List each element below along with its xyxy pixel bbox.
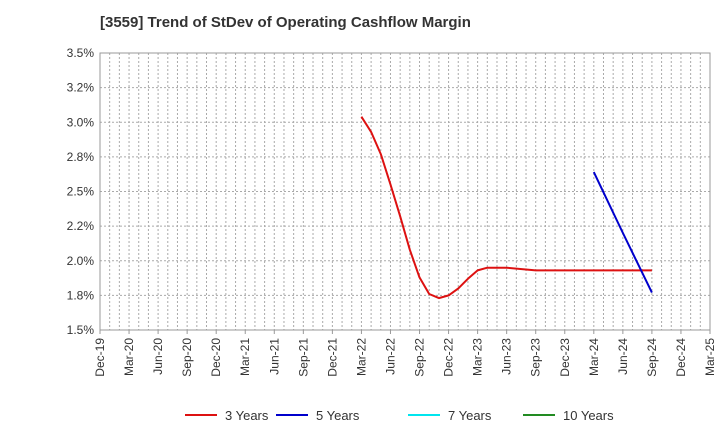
legend-10-years-label: 10 Years (563, 408, 614, 423)
x-tick-label: Dec-19 (93, 338, 107, 377)
x-tick-label: Sep-21 (296, 338, 310, 377)
x-tick-label: Sep-23 (529, 338, 543, 377)
y-tick-label: 3.0% (67, 115, 95, 129)
y-tick-label: 3.2% (67, 81, 95, 95)
x-tick-label: Sep-24 (645, 338, 659, 377)
chart-title: [3559] Trend of StDev of Operating Cashf… (100, 14, 471, 31)
legend-7-years-label: 7 Years (448, 408, 492, 423)
x-tick-label: Dec-24 (674, 338, 688, 377)
y-tick-label: 3.5% (67, 46, 95, 60)
x-tick-label: Mar-25 (703, 338, 717, 376)
y-axis: 1.5% 1.8% 2.0% 2.2% 2.5% 2.8% 3.0% 3.2% 3.5% (67, 46, 95, 337)
x-tick-label: Sep-22 (413, 338, 427, 377)
legend: 3 Years 5 Years 7 Years 10 Years (185, 408, 614, 423)
x-tick-label: Dec-22 (442, 338, 456, 377)
series-layer (360, 116, 653, 300)
x-tick-label: Dec-23 (558, 338, 572, 377)
y-tick-label: 2.2% (67, 219, 95, 233)
x-tick-label: Mar-23 (471, 338, 485, 376)
y-tick-label: 2.8% (67, 150, 95, 164)
legend-7-years: 7 Years (408, 408, 492, 423)
x-axis: Dec-19 Mar-20 Jun-20 Sep-20 Dec-20 Mar-21 Jun-… (93, 330, 717, 377)
x-tick-label: Mar-24 (587, 338, 601, 376)
legend-5-years: 5 Years (276, 408, 360, 423)
x-tick-label: Mar-20 (122, 338, 136, 376)
series-line-5-years (592, 171, 653, 294)
legend-3-years-label: 3 Years (225, 408, 269, 423)
legend-3-years: 3 Years (185, 408, 269, 423)
x-tick-label: Mar-21 (238, 338, 252, 376)
y-tick-label: 1.8% (67, 288, 95, 302)
x-tick-label: Jun-20 (151, 338, 165, 375)
y-tick-label: 2.0% (67, 254, 95, 268)
y-tick-label: 2.5% (67, 185, 95, 199)
x-tick-label: Jun-21 (267, 338, 281, 375)
legend-5-years-label: 5 Years (316, 408, 360, 423)
series-line-3-years (360, 116, 652, 300)
y-tick-label: 1.5% (67, 323, 95, 337)
legend-10-years: 10 Years (523, 408, 614, 423)
x-tick-label: Jun-22 (383, 338, 397, 375)
x-tick-label: Dec-20 (209, 338, 223, 377)
x-tick-label: Sep-20 (180, 338, 194, 377)
grid-lines (100, 53, 710, 330)
x-tick-label: Jun-24 (616, 338, 630, 375)
x-tick-label: Jun-23 (500, 338, 514, 375)
x-tick-label: Dec-21 (325, 338, 339, 377)
x-tick-label: Mar-22 (354, 338, 368, 376)
plot-area-border (99, 52, 711, 331)
